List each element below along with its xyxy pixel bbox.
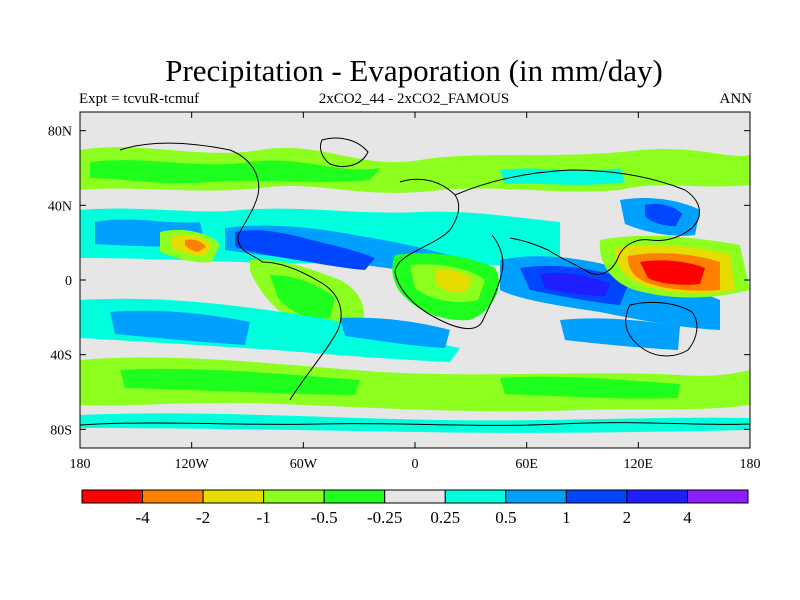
colorbar-swatch [565,489,628,504]
x-tick-label: 120W [175,457,210,472]
colorbar-label: 0.25 [430,508,460,527]
coastline-europe-africa [394,178,504,329]
field-patch [500,376,680,399]
coastline-greenland [319,137,369,167]
field-patch [645,204,682,226]
field-patch [235,230,375,270]
field-patch [500,168,625,185]
season-label: ANN [719,91,753,107]
field-patch [110,310,250,345]
comparison-label: 2xCO2_44 - 2xCO2_FAMOUS [318,91,510,107]
colorbar-label: -2 [196,508,210,527]
field-layer [80,147,750,433]
colorbar-swatch [626,489,688,504]
colorbar-label: -0.25 [367,508,402,527]
plot-title: Precipitation - Evaporation (in mm/day) [165,53,663,88]
y-tick-label: 0 [65,274,72,289]
coastline-north-america [119,142,263,263]
colorbar-label: 0.5 [495,508,516,527]
colorbar: -4 -2 -1 -0.5 -0.25 0.25 0.5 1 2 4 [81,489,749,527]
colorbar-swatch [505,489,567,504]
field-patch [90,160,380,184]
y-tick-label: 40S [50,349,72,364]
coastline-asia [454,169,700,275]
field-patch [340,317,450,348]
y-tick-label: 80N [48,125,72,140]
field-patch [270,275,335,319]
colorbar-swatch [323,489,386,504]
colorbar-swatch [384,489,446,504]
x-tick-label: 180 [740,457,761,472]
field-patch [185,239,206,252]
colorbar-swatch [202,489,265,504]
coastline-australia [625,301,698,357]
field-patch [120,368,360,395]
coastline-south-america [261,261,342,401]
colorbar-label: 1 [562,508,571,527]
x-tick-label: 60W [290,457,318,472]
field-patch [640,260,705,285]
colorbar-label: -1 [257,508,271,527]
experiment-label: Expt = tcvuR-tcmuf [79,91,200,107]
colorbar-swatch [81,489,144,504]
colorbar-swatch [142,489,204,504]
field-patch [540,272,610,296]
coastlines [80,137,750,426]
y-tick-label: 40N [48,199,72,214]
field-patch [560,318,680,350]
axis-ticks: 180 120W 60W 0 60E 120E 180 80N 40N 0 40S 80S [48,112,761,472]
colorbar-swatch [444,489,507,504]
colorbar-label: 4 [683,508,692,527]
colorbar-label: 2 [623,508,632,527]
x-tick-label: 60E [515,457,538,472]
x-tick-label: 180 [70,457,91,472]
colorbar-swatch [263,489,325,504]
field-patch [80,413,750,433]
colorbar-label: -4 [135,508,150,527]
coastline-antarctica [80,422,750,426]
x-tick-label: 0 [412,457,419,472]
x-tick-label: 120E [624,457,654,472]
field-patch [80,357,750,412]
y-tick-label: 80S [50,423,72,438]
colorbar-swatch [686,489,749,504]
colorbar-label: -0.5 [311,508,338,527]
field-patch [435,269,472,293]
